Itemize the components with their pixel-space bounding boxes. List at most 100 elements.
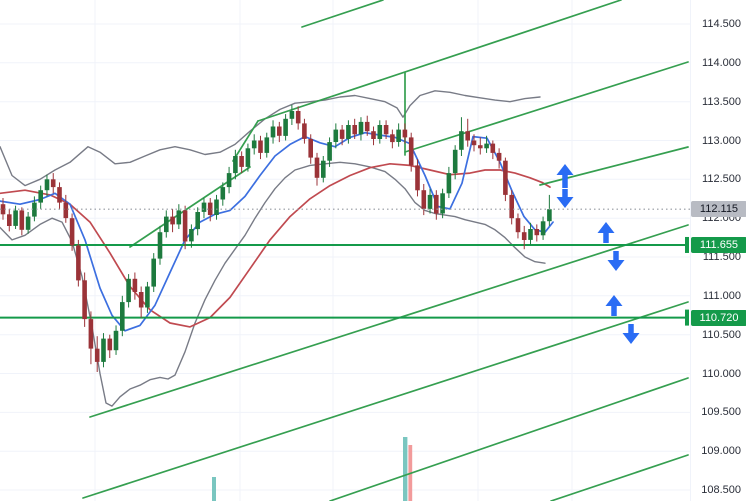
candle-body: [239, 156, 244, 167]
candle-body: [364, 121, 370, 132]
candle-body: [528, 229, 533, 240]
candle-body: [145, 286, 150, 308]
up-arrow-head: [605, 295, 623, 306]
down-arrow-head: [607, 260, 625, 271]
price-axis[interactable]: 114.500 114.000 113.500 113.000 112.500 112.0…: [690, 0, 746, 501]
candle-body: [390, 134, 395, 143]
candle-body: [233, 156, 238, 174]
candle-body: [333, 129, 339, 142]
down-arrow[interactable]: [607, 251, 625, 271]
candle-body: [126, 278, 131, 303]
candle-body: [478, 145, 483, 149]
candle-body: [189, 229, 194, 242]
trendline[interactable]: [82, 301, 689, 499]
candle-body: [182, 210, 188, 242]
price-axis-label: 114.500: [702, 18, 741, 30]
candle-body: [327, 142, 332, 161]
candles-layer: [0, 104, 552, 372]
candle-body: [302, 123, 307, 139]
candle-body: [383, 125, 389, 135]
candle-body: [547, 209, 552, 222]
candle-body: [346, 125, 351, 139]
candle-body: [270, 126, 276, 138]
price-axis-label: 112.500: [702, 173, 741, 186]
arrow-layer[interactable]: [556, 164, 640, 344]
candle-body: [308, 139, 313, 158]
candle-body: [459, 131, 464, 150]
candle-body: [434, 194, 439, 214]
level-price-tag[interactable]: 110.720: [691, 309, 746, 326]
candle-body: [408, 137, 414, 166]
candle-body: [471, 140, 477, 146]
candle-body: [201, 202, 207, 212]
price-axis-label: 110.500: [702, 328, 741, 341]
up-arrow-head: [597, 222, 615, 233]
candlestick-chart-canvas[interactable]: [0, 0, 690, 501]
up-arrow[interactable]: [597, 222, 615, 243]
candle-body: [138, 292, 144, 308]
down-arrow-head: [556, 197, 574, 208]
candle-body: [521, 232, 527, 240]
candle-body: [321, 160, 326, 178]
candle-body: [57, 187, 62, 203]
trendline[interactable]: [550, 454, 689, 501]
candle-body: [157, 232, 163, 259]
bollinger-upper-line: [0, 90, 541, 187]
bollinger-lower-line: [0, 161, 546, 407]
level-line-layer[interactable]: [0, 236, 689, 326]
up-arrow[interactable]: [605, 295, 623, 316]
trendline[interactable]: [404, 61, 689, 153]
trendline[interactable]: [301, 0, 384, 28]
price-axis-label: 109.000: [701, 445, 741, 458]
level-price-tag[interactable]: 111.655: [691, 236, 746, 253]
candle-body: [484, 143, 489, 149]
candle-body: [101, 338, 106, 362]
price-axis-label: 114.000: [702, 56, 741, 69]
candle-body: [352, 125, 357, 135]
candle-body: [540, 221, 546, 236]
candle-body: [264, 137, 270, 153]
trendline[interactable]: [89, 224, 689, 418]
candle-body: [32, 202, 37, 217]
candle-body: [107, 338, 113, 351]
candle-body: [195, 212, 200, 230]
candle-body: [176, 210, 182, 225]
level-line-end-handle[interactable]: [685, 309, 689, 326]
candle-body: [490, 143, 496, 153]
price-axis-label: 110.000: [702, 367, 741, 380]
candle-body: [220, 187, 226, 200]
level-line-end-handle[interactable]: [685, 236, 689, 253]
candle-body: [396, 129, 401, 142]
candle-body: [88, 319, 94, 349]
candle-body: [207, 202, 213, 215]
candle-body: [377, 125, 383, 139]
candle-body: [515, 218, 521, 233]
down-arrow[interactable]: [622, 324, 640, 344]
candle-body: [94, 348, 100, 362]
trendline[interactable]: [232, 120, 259, 162]
candle-body: [283, 118, 288, 136]
candle-body: [82, 280, 87, 320]
down-arrow-head: [622, 333, 640, 344]
candle-body: [7, 214, 12, 226]
candle-body: [226, 173, 232, 188]
candle-body: [496, 152, 502, 161]
price-axis-label: 108.500: [701, 484, 741, 497]
trendline-layer[interactable]: [82, 0, 689, 501]
candle-body: [402, 129, 408, 138]
up-arrow[interactable]: [556, 164, 574, 188]
candle-body: [69, 218, 75, 246]
candle-body: [76, 245, 81, 281]
trendline[interactable]: [329, 377, 689, 501]
down-arrow[interactable]: [556, 189, 574, 208]
candle-body: [19, 210, 25, 230]
candle-body: [164, 216, 169, 233]
chart-pane[interactable]: [0, 0, 690, 501]
candle-body: [151, 258, 156, 287]
candle-body: [415, 165, 420, 191]
candle-body: [63, 202, 69, 219]
price-axis-label: 111.000: [702, 289, 741, 302]
candle-body: [120, 302, 125, 331]
trendline[interactable]: [257, 0, 622, 122]
candle-body: [440, 193, 445, 214]
